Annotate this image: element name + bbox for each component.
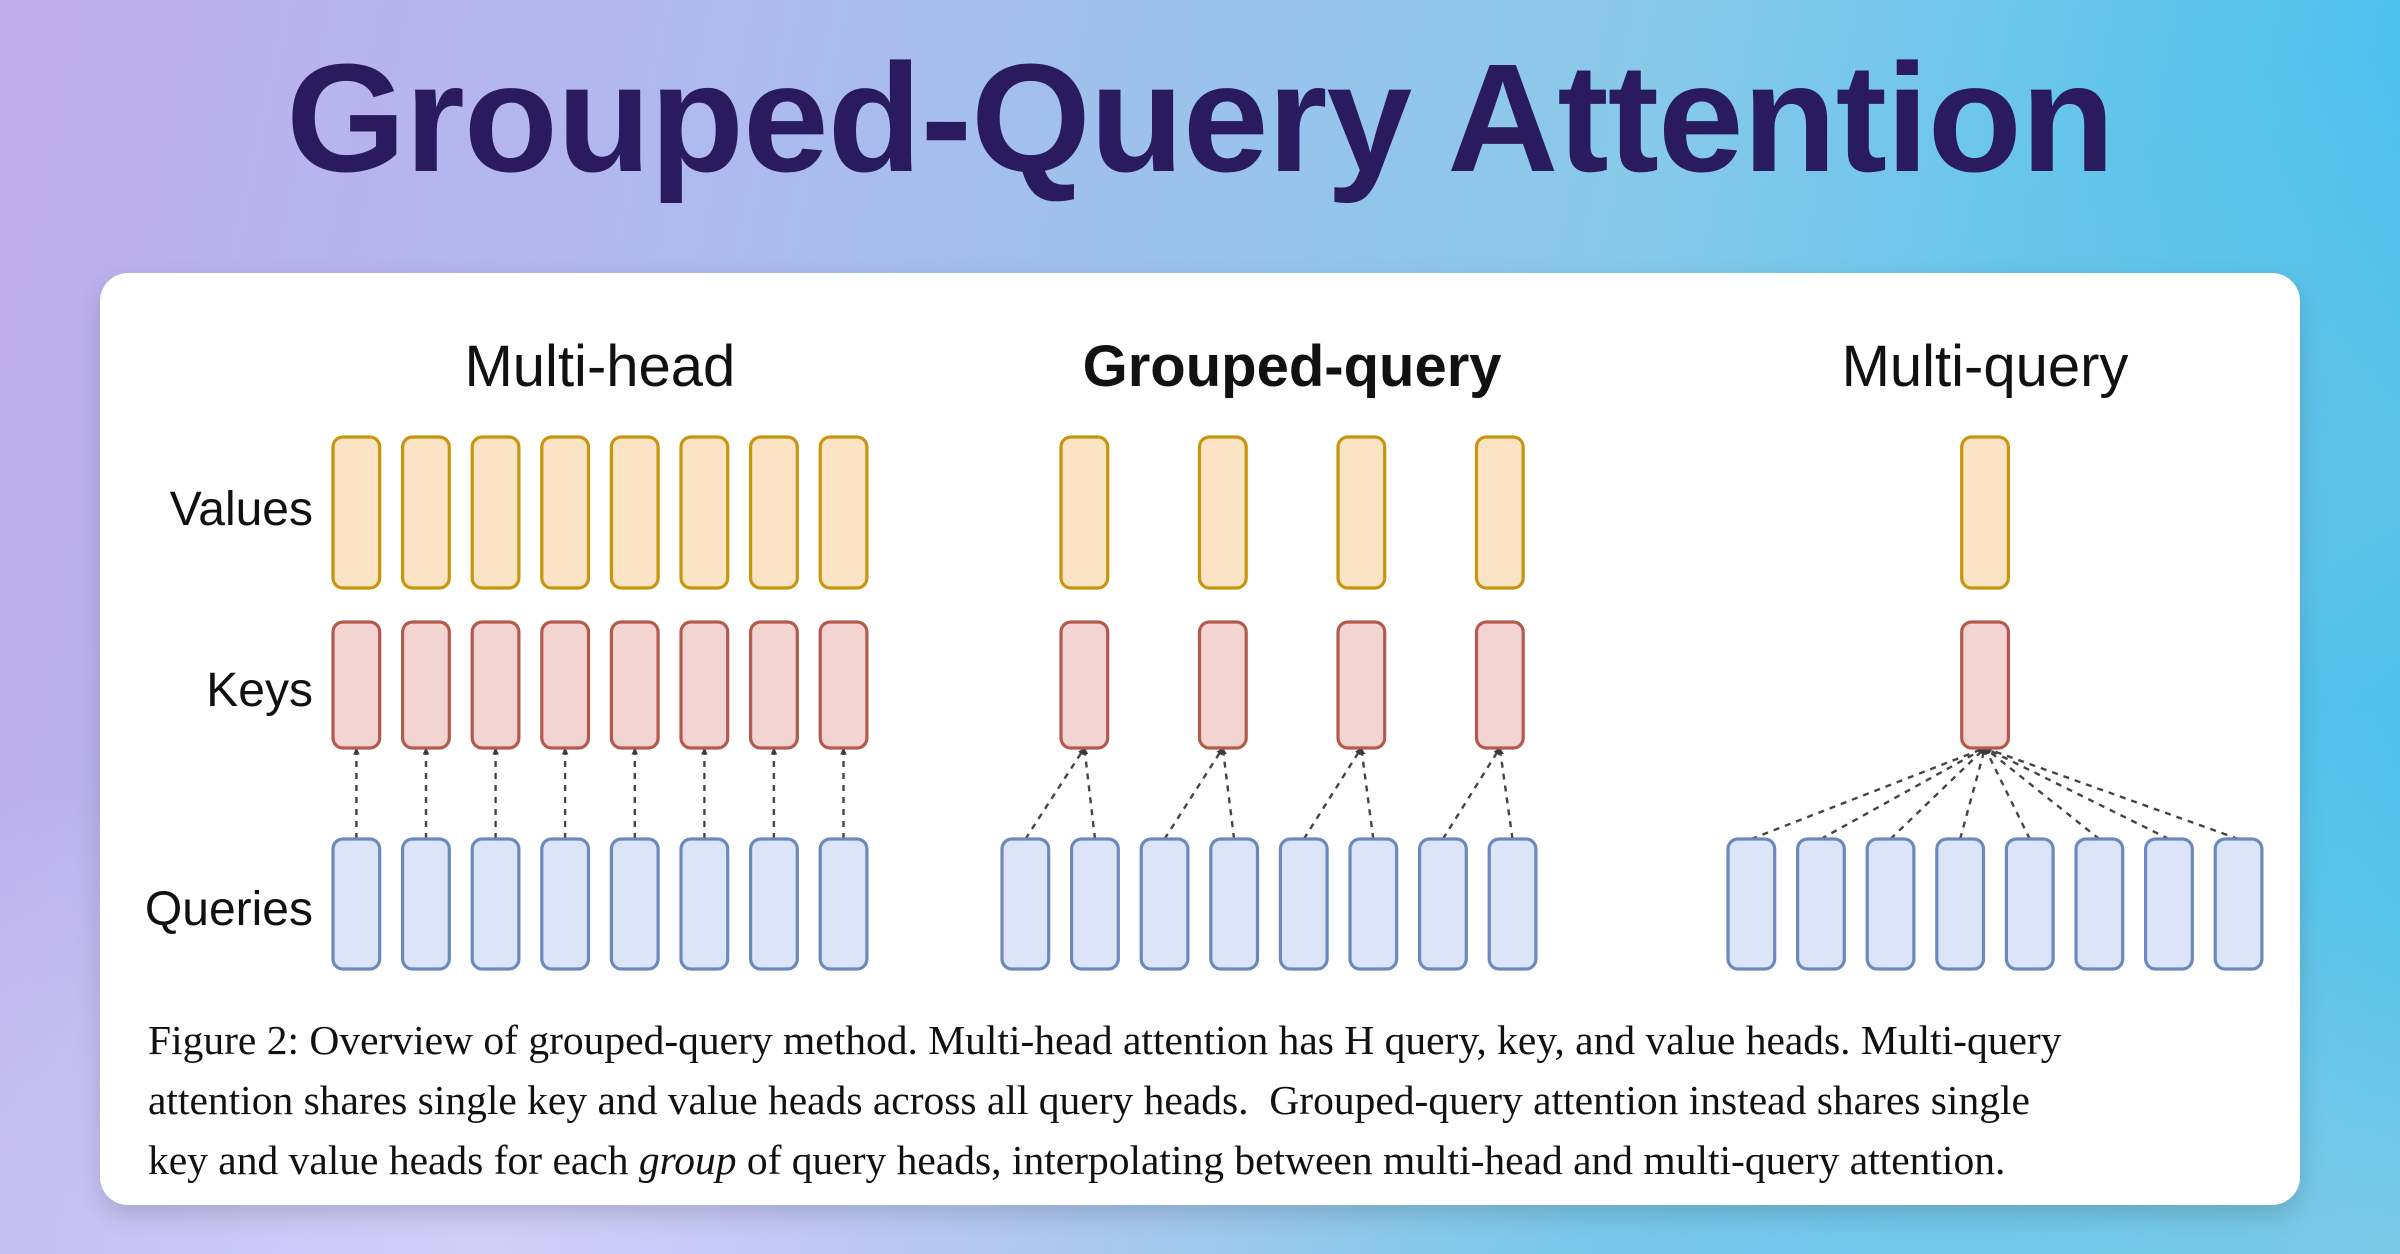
svg-text:Queries: Queries xyxy=(145,883,313,936)
svg-text:Grouped-query: Grouped-query xyxy=(1083,334,1502,399)
svg-text:Keys: Keys xyxy=(206,664,313,717)
svg-text:Values: Values xyxy=(170,483,313,536)
svg-text:Multi-head: Multi-head xyxy=(464,334,735,399)
svg-text:Multi-query: Multi-query xyxy=(1842,334,2129,399)
